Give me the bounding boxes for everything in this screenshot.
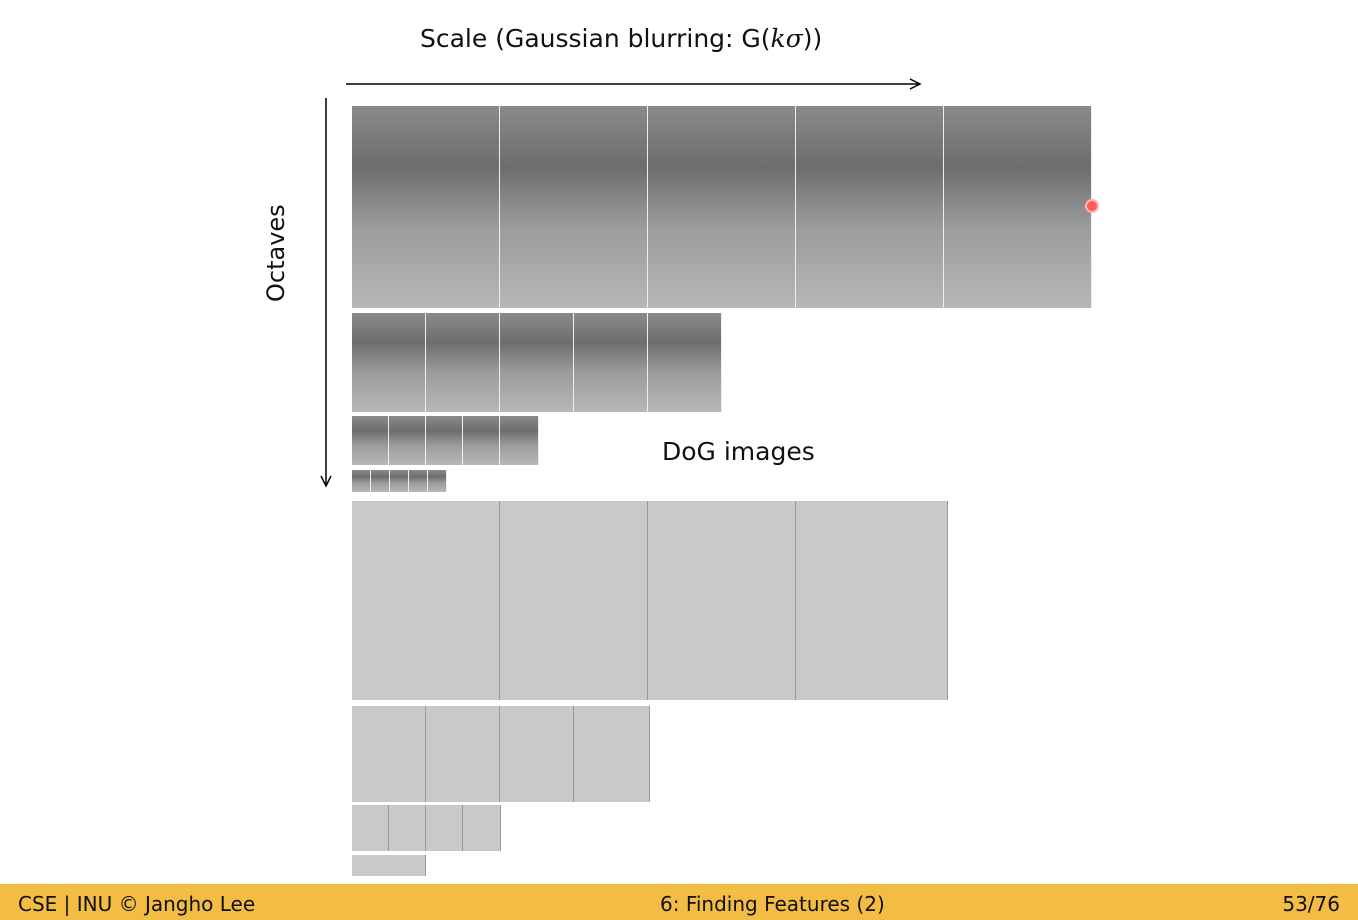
footer-title: 6: Finding Features (2) [660, 892, 885, 916]
gaussian-octave1-image-2 [500, 106, 648, 308]
gaussian-octave2-image-2 [426, 313, 500, 412]
scale-title-prefix: Scale (Gaussian blurring: G( [420, 24, 771, 53]
octaves-arrow [320, 98, 332, 488]
footer-author: CSE | INU © Jangho Lee [18, 892, 256, 916]
gaussian-octave2-image-4 [574, 313, 648, 412]
scale-title-suffix: )) [802, 24, 823, 53]
dog-octave2-image-3 [500, 706, 574, 802]
gaussian-octave2-image-5 [648, 313, 722, 412]
dog-octave3-image-3 [426, 805, 463, 851]
dog-octave3-image-4 [463, 805, 501, 851]
dog-octave4-strip [352, 855, 426, 876]
dog-octave3-image-2 [389, 805, 426, 851]
gaussian-octave2-image-1 [352, 313, 426, 412]
slide-footer: CSE | INU © Jangho Lee 6: Finding Featur… [0, 884, 1358, 920]
gaussian-octave3-image-5 [500, 416, 539, 465]
laser-pointer [1087, 201, 1097, 211]
dog-octave3-image-1 [352, 805, 389, 851]
gaussian-octave4-image-1 [352, 470, 371, 492]
dog-octave1-image-4 [796, 501, 948, 700]
dog-octave2-image-4 [574, 706, 650, 802]
dog-octave1-image-3 [648, 501, 796, 700]
gaussian-octave1-image-5 [944, 106, 1092, 308]
dog-octave1-image-1 [352, 501, 500, 700]
gaussian-octave3-image-2 [389, 416, 426, 465]
dog-octave2-image-1 [352, 706, 426, 802]
gaussian-octave4-image-2 [371, 470, 390, 492]
dog-octave2-image-2 [426, 706, 500, 802]
gaussian-octave2-image-3 [500, 313, 574, 412]
footer-page-number: 53/76 [1282, 892, 1340, 916]
scale-arrow [346, 78, 922, 90]
gaussian-octave4-image-3 [390, 470, 409, 492]
scale-title-math: kσ [770, 24, 803, 53]
gaussian-octave1-image-4 [796, 106, 944, 308]
gaussian-octave3-image-4 [463, 416, 500, 465]
gaussian-octave3-image-3 [426, 416, 463, 465]
dog-images-label: DoG images [662, 437, 815, 466]
gaussian-octave3-image-1 [352, 416, 389, 465]
gaussian-octave4-image-5 [428, 470, 447, 492]
scale-axis-title: Scale (Gaussian blurring: G(kσ)) [420, 24, 822, 53]
gaussian-octave1-image-3 [648, 106, 796, 308]
dog-octave1-image-2 [500, 501, 648, 700]
gaussian-octave1-image-1 [352, 106, 500, 308]
gaussian-octave4-image-4 [409, 470, 428, 492]
octaves-axis-label: Octaves [262, 204, 290, 302]
